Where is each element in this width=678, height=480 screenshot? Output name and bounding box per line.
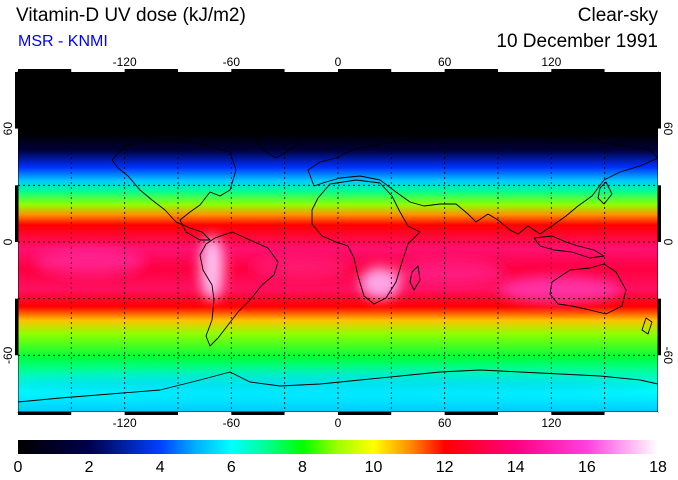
frame-bar-lon [124,412,178,415]
madagascar-coast [409,265,421,291]
frame-bar-lon [178,69,232,72]
colorbar-tick-label: 0 [13,459,23,476]
lon-tick-label-bottom: -60 [223,416,241,430]
lon-tick-label-top: 120 [541,55,561,69]
frame-bar-lon [338,69,392,72]
australia-coast [549,263,627,315]
colorbar-tick-label: 16 [577,459,596,476]
colorbar-tick-label: 6 [226,459,236,476]
frame-bar-lon [71,412,125,415]
frame-bar-lat [15,72,18,129]
frame-bar-lat [15,355,18,412]
southeast-asia-islands-coast [533,235,605,259]
lat-tick-label-right: -60 [661,347,675,365]
frame-bar-lon [444,69,498,72]
frame-bar-lon [391,69,445,72]
map-frame [15,69,661,415]
frame-bar-lon [284,412,338,415]
frame-bar-lon [231,69,285,72]
frame-bar-lon [551,69,605,72]
colorbar-tick-label: 14 [506,459,525,476]
axis-labels: -120 -120 -60 -60 0 0 60 60 120 120 60 60 0 0 -60 -60 [1,55,675,430]
colorbar-tick-label: 12 [435,459,454,476]
graticule [18,72,658,412]
frame-bar-lat [658,185,661,242]
indian-ocean-hotspot [395,260,505,284]
frame-bar-lon [124,69,178,72]
new-zealand-coast [641,317,653,335]
uv-hotspots [18,236,658,397]
frame-bar-lon [18,412,72,415]
atlantic-hotspot [250,258,350,278]
coastlines [18,129,658,403]
lat-tick-label-right: 60 [661,122,675,136]
colorbar-tick-label: 18 [649,459,667,476]
frame-bar-lat [658,242,661,299]
frame-bar-lon [178,412,232,415]
frame-bar-lat [658,298,661,356]
lat-tick-label-left: 0 [1,238,15,245]
south-america-coast [199,231,279,347]
frame-bar-lat [658,72,661,129]
frame-bar-lon [338,412,392,415]
eurasia-coast [307,133,658,235]
frame-bar-lon [604,69,658,72]
frame-bar-lat [15,185,18,242]
frame-bar-lon [18,69,72,72]
lon-tick-label-top: 0 [335,55,342,69]
sky-condition-label: Clear-sky [577,5,658,26]
frame-bar-lon [498,412,552,415]
frame-bar-lon [231,412,285,415]
lon-tick-label-top: -120 [113,55,137,69]
colorbar-gradient [18,440,658,454]
australia-hotspot [500,276,620,304]
southern-africa-hotspot [360,267,400,299]
frame-bar-lon [71,69,125,72]
lon-tick-label-top: 60 [438,55,452,69]
frame-bar-lon [444,412,498,415]
frame-ticks [15,69,661,415]
frame-bar-lat [658,128,661,186]
data-source-label: MSR - KNMI [18,33,108,50]
lat-tick-label-right: 0 [661,239,675,246]
colorbar-tick-label: 2 [84,459,94,476]
frame-bar-lon [551,412,605,415]
colorbar-tick-label: 4 [155,459,165,476]
map-title: Vitamin-D UV dose (kJ/m2) [16,5,246,26]
antarctica-coast [18,369,658,403]
antarctic-band [18,373,658,397]
lat-tick-label-left: -60 [1,346,15,364]
colorbar [18,440,658,454]
pacific-hotspot [35,248,145,276]
greenland-coast [255,129,301,159]
date-label: 10 December 1991 [496,31,658,52]
colorbar-tick-label: 8 [297,459,307,476]
map-plot-area [18,72,658,412]
frame-bar-lon [391,412,445,415]
north-america-coast [111,139,237,241]
frame-bar-lat [15,128,18,186]
lon-tick-label-bottom: 60 [438,416,452,430]
frame-bar-lon [284,69,338,72]
africa-coast [311,179,421,305]
lon-tick-label-bottom: 0 [335,416,342,430]
lon-tick-label-top: -60 [223,55,241,69]
andes-hotspot [200,236,224,300]
frame-bar-lat [15,298,18,356]
frame-bar-lon [498,69,552,72]
frame-bar-lat [15,242,18,299]
lat-tick-label-left: 60 [1,122,15,136]
lon-tick-label-bottom: -120 [113,416,137,430]
frame-bar-lat [658,355,661,412]
frame-bar-lon [604,412,658,415]
lon-tick-label-bottom: 120 [541,416,561,430]
colorbar-tick-label: 10 [364,459,383,476]
